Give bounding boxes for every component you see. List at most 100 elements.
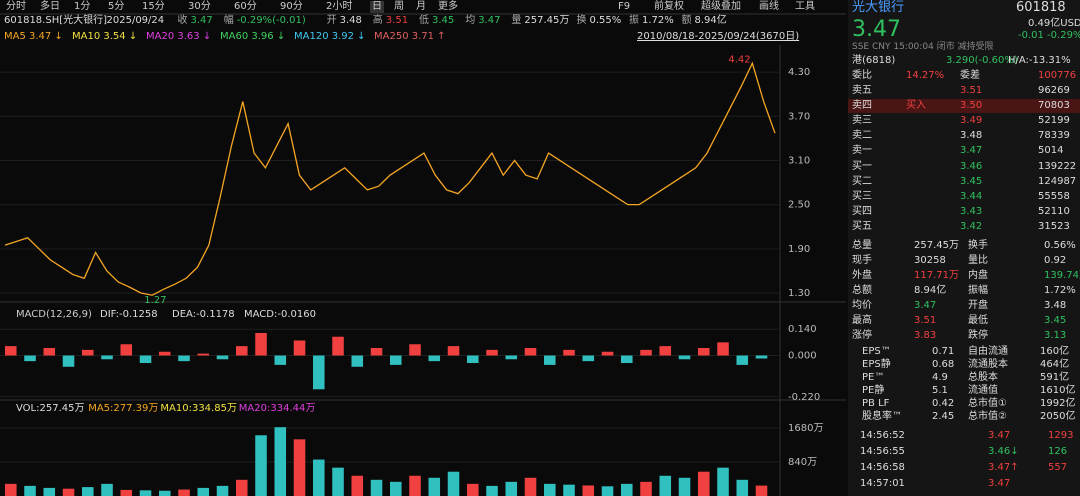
macd-bar [563,349,575,356]
macd-bar [43,347,56,356]
macd-bar [313,355,325,390]
ma-legend: MA120 3.92 ↓ [294,31,366,42]
macd-bar [351,355,364,367]
y-tick-label: 0.000 [788,351,817,362]
volume-bar [332,467,344,496]
volume-bar [736,479,749,496]
change: -0.01 -0.29% [1018,30,1080,41]
ma-legend: MA250 3.71 ↑ [374,31,446,42]
tick-volume: 126 [1048,446,1068,457]
book-label: 卖四 [852,100,872,111]
macd-bar [293,340,306,356]
macd-bar [159,351,171,356]
book-price: 3.45 [960,176,983,187]
fund-value: 1992亿 [1040,398,1076,409]
period-tab[interactable]: 90分 [280,1,303,12]
y-tick-label: 1680万 [788,423,823,434]
high-label: 4.42 [728,54,750,65]
book-price: 3.51 [960,85,983,96]
book-label: 买四 [852,206,872,217]
period-tab[interactable]: 30分 [188,1,211,12]
period-tab[interactable]: 5分 [108,1,125,12]
macd-legend: MACD(12,26,9) [16,309,92,320]
stat-value: 3.13 [1044,330,1067,341]
volume-bar [216,485,229,496]
period-tab[interactable]: 周 [394,1,404,12]
stat-label: 现手 [852,255,872,266]
tick-price: 3.46↓ [988,446,1019,457]
tick-price: 3.47 [988,478,1011,489]
market-meta: SSE CNY 15:00:04 闭市 减持受限 [852,42,994,52]
fund-label: 股息率™ [862,411,902,422]
fund-label: PE™ [862,372,885,383]
period-tab[interactable]: 60分 [234,1,257,12]
y-tick-label: 3.10 [788,155,810,166]
volume-bar [486,485,498,496]
macd-bar [621,355,633,364]
macd-bar [428,355,441,362]
period-tab[interactable]: 15分 [142,1,165,12]
y-tick-label: 0.140 [788,324,817,335]
fund-value: 0.42 [932,398,955,409]
tool-button[interactable]: 前复权 [654,1,684,12]
volume-bar [678,477,691,496]
volume-bar [5,483,17,496]
tool-button[interactable]: 工具 [795,1,815,12]
quote-label: 量 [511,15,522,26]
tool-button[interactable]: 超级叠加 [701,1,741,12]
macd-bar [101,355,113,360]
quote-label: 高 [372,15,383,26]
fund-value: 1610亿 [1040,385,1076,396]
volume-bar [717,467,729,496]
fund-value: 464亿 [1040,359,1070,370]
tool-button[interactable]: F9 [618,1,631,12]
volume-bar [313,459,325,496]
quote-value: 3.51 [385,15,409,26]
volume-bar [601,486,614,496]
period-tab[interactable]: 1分 [74,1,91,12]
stat-value: 3.48 [1044,300,1067,311]
book-volume: 70803 [1038,100,1070,111]
fund-value: 2050亿 [1040,411,1076,422]
macd-bar [82,349,94,356]
book-price: 3.49 [960,115,983,126]
book-price: 3.48 [960,130,983,141]
macd-bar [640,349,652,356]
stat-value: 3.83 [914,330,937,341]
fund-label: 总市值① [968,398,1007,409]
period-tab[interactable]: 月 [416,1,426,12]
fund-value: 4.9 [932,372,948,383]
macd-bar [698,347,710,356]
ma-legend: MA20 3.63 ↓ [146,31,212,42]
period-tab[interactable]: 多日 [40,1,60,12]
quote-panel: 光大银行 601818 3.47 0.49亿USD SSE CNY 15:00:04 闭… [848,0,1080,496]
ma-legend: MA5 3.47 ↓ [4,31,63,42]
volume-bar [139,490,152,496]
quote-value: 3.47 [190,15,213,26]
hk-ratio: H/A:-13.31% [1008,55,1071,66]
book-label: 卖一 [852,145,872,156]
row-value: 100776 [1038,70,1077,81]
hk-value: 3.290(-0.60%) [946,55,1018,66]
book-label: 买五 [852,221,872,232]
tick-price: 3.47 [988,430,1011,441]
volume-bar [640,481,652,496]
period-tab[interactable]: 2小时 [326,1,353,12]
macd-bar [582,355,595,362]
period-tab[interactable]: 日 [370,1,384,13]
book-label: 卖五 [852,85,872,96]
volume-bar [467,483,479,496]
volume-bar [62,488,75,496]
book-price: 3.47 [960,145,983,156]
tick-time: 14:56:52 [860,430,905,441]
macd-bar [236,346,248,356]
period-tab[interactable]: 更多 [438,1,458,12]
stat-label: 总额 [852,285,872,296]
stat-value: 3.51 [914,315,937,326]
period-tab[interactable]: 分时 [6,1,26,12]
volume-bar [370,479,383,496]
volume-bar [447,471,460,496]
tool-button[interactable]: 画线 [759,1,779,12]
stat-value: 139.74万 [1044,270,1080,281]
